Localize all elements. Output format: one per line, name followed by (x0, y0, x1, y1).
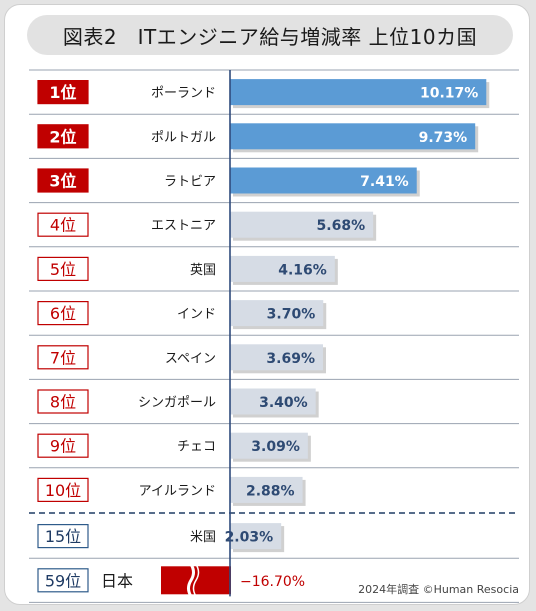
value-label: 3.09% (251, 439, 300, 455)
value-label: 10.17% (420, 86, 478, 102)
value-label: −16.70% (240, 574, 305, 590)
rank-badge (37, 523, 89, 549)
footnote: 2024年調査 ©Human Resocia (358, 583, 519, 596)
bar (230, 167, 417, 194)
category-label: ポーランド (151, 86, 216, 101)
value-label: 4.16% (278, 262, 327, 278)
bar (230, 79, 487, 106)
bar (230, 123, 476, 150)
axis-break (192, 563, 200, 597)
bar (230, 432, 308, 459)
rank-badge (37, 301, 89, 326)
value-label: 3.69% (266, 351, 315, 367)
chart-title: 図表2 ITエンジニア給与増減率 上位10カ国 (62, 24, 478, 49)
category-label: アイルランド (139, 484, 216, 499)
value-label: 7.41% (360, 174, 409, 190)
rank-label: 4位 (50, 216, 76, 235)
rank-label: 5位 (50, 260, 76, 279)
category-label: スペイン (165, 351, 216, 366)
bar (230, 388, 316, 415)
category-label: ポルトガル (151, 130, 216, 145)
rank-badge (37, 433, 89, 458)
rank-label: 10位 (45, 481, 81, 500)
value-label: 5.68% (317, 218, 366, 234)
rank-badge (37, 568, 89, 593)
rank-badge (37, 477, 89, 502)
category-label: シンガポール (138, 396, 216, 411)
category-label: 米国 (190, 530, 216, 545)
category-label: エストニア (151, 219, 216, 234)
bar (230, 255, 335, 282)
rank-badge (37, 124, 89, 149)
axis-break (187, 563, 195, 598)
rank-label: 1位 (49, 83, 76, 102)
bar (230, 476, 303, 503)
rank-label: 3位 (49, 172, 76, 191)
rank-badge (37, 256, 89, 281)
rank-label: 15位 (45, 527, 81, 546)
category-label: インド (177, 307, 216, 322)
rank-badge (37, 212, 89, 237)
rank-badge (37, 168, 89, 193)
category-label: 日本 (101, 571, 133, 590)
rank-label: 2位 (49, 127, 76, 146)
bar-chart: 1位 ポーランド 10.17% 2位 ポルトガル 9.73% 3位 ラトビア 7.41% 4位 エス… (29, 69, 519, 603)
rank-badge (37, 389, 89, 414)
value-label: 3.40% (259, 395, 308, 411)
title-bar: 図表2 ITエンジニア給与増減率 上位10カ国 (27, 15, 513, 55)
value-label: 9.73% (419, 130, 468, 146)
rank-badge (37, 345, 89, 370)
bar (230, 344, 323, 371)
value-label: 3.70% (267, 307, 316, 323)
bar (230, 211, 374, 238)
value-label: 2.88% (246, 483, 295, 499)
rank-label: 6位 (50, 304, 76, 323)
rank-label: 59位 (45, 571, 81, 590)
value-label: 2.03% (225, 530, 274, 546)
bar (230, 523, 282, 550)
rank-badge (37, 79, 89, 105)
category-label: ラトビア (164, 175, 216, 190)
category-label: チェコ (177, 440, 216, 455)
bar (230, 300, 324, 327)
rank-label: 9位 (50, 437, 76, 456)
category-label: 英国 (190, 263, 216, 278)
rank-label: 7位 (50, 348, 76, 367)
chart-card: 図表2 ITエンジニア給与増減率 上位10カ国 1位 ポーランド 10.17% 2位 ポ… (4, 4, 530, 605)
rank-label: 8位 (50, 393, 76, 412)
